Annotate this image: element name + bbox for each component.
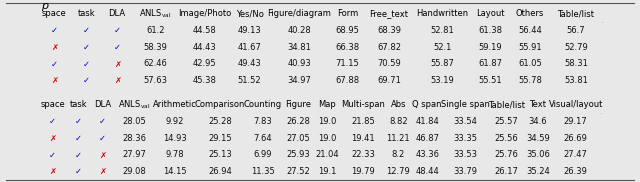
Text: p: p xyxy=(41,1,49,11)
